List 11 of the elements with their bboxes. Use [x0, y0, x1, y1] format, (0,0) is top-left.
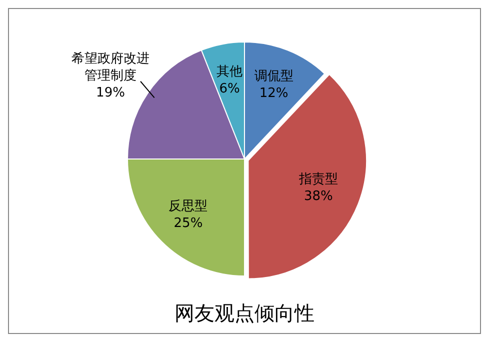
slice-label: 其他	[216, 64, 243, 80]
data-label: 6%	[219, 82, 240, 97]
data-label: 25%	[174, 216, 203, 232]
data-label: 38%	[304, 189, 333, 204]
slice-label: 指责型	[298, 172, 338, 188]
slice-label: 希望政府改进管理制度	[72, 50, 150, 84]
slice-label: 调侃型	[254, 68, 294, 84]
data-label: 12%	[259, 86, 288, 101]
slice-label: 反思型	[168, 199, 208, 214]
text: 网友观点倾向性	[174, 301, 314, 326]
data-label: 19%	[96, 86, 125, 101]
